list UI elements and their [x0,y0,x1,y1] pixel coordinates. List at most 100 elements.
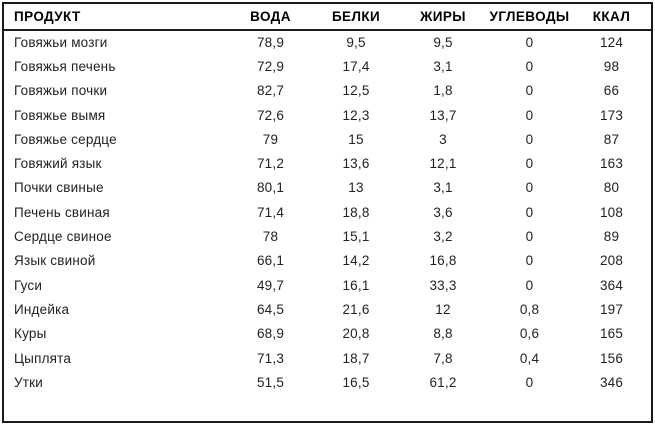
fat-cell: 9,5 [433,35,453,51]
kcal-cell: 66 [603,83,620,99]
fat-cell: 61,2 [429,374,457,390]
carbs-cell: 0 [525,156,534,172]
product-cell: Язык свиной [14,253,96,269]
carbs-cell: 0 [525,35,534,51]
table-row: Индейка 64,5 21,6 12 0,8 197 [4,297,651,321]
water-cell: 72,9 [256,58,285,74]
table-row: Цыплята 71,3 18,7 7,8 0,4 156 [4,346,651,370]
table-row: Утки 51,5 16,5 61,2 0 346 [4,370,651,394]
water-cell: 72,6 [256,107,285,123]
product-cell: Говяжьи мозги [14,35,108,51]
kcal-cell: 108 [599,204,624,220]
protein-cell: 12,5 [342,83,370,99]
kcal-cell: 208 [599,253,624,269]
carbs-cell: 0 [525,277,534,293]
fat-cell: 12 [435,301,451,317]
kcal-cell: 163 [599,156,624,172]
water-cell: 71,4 [256,204,285,220]
protein-cell: 16,5 [342,374,370,390]
carbs-cell: 0 [525,58,534,74]
carbs-cell: 0 [525,374,534,390]
fat-cell: 12,1 [429,156,457,172]
protein-cell: 18,7 [342,350,370,366]
water-cell: 66,1 [256,253,285,269]
kcal-cell: 346 [599,374,624,390]
column-header-water: ВОДА [250,9,291,24]
water-cell: 80,1 [256,180,285,196]
product-cell: Говяжьи почки [14,83,108,99]
water-cell: 82,7 [256,83,285,99]
protein-cell: 15 [348,131,364,147]
protein-cell: 12,3 [342,107,370,123]
fat-cell: 3,6 [433,204,453,220]
carbs-cell: 0 [525,253,534,269]
kcal-cell: 80 [603,180,620,196]
kcal-cell: 124 [599,35,624,51]
water-cell: 78 [262,229,279,245]
carbs-cell: 0 [525,229,534,245]
kcal-cell: 197 [599,301,624,317]
carbs-cell: 0 [525,204,534,220]
nutrition-table: ПРОДУКТ ВОДА БЕЛКИ ЖИРЫ УГЛЕВОДЫ ККАЛ Го… [4,4,651,416]
water-cell: 51,5 [256,374,285,390]
fat-cell: 8,8 [433,326,453,342]
kcal-cell: 165 [599,326,624,342]
column-header-kcal: ККАЛ [592,9,631,24]
product-cell: Говяжье сердце [14,131,117,147]
product-cell: Печень свиная [14,204,110,220]
product-cell: Гуси [14,277,43,293]
product-cell: Говяжья печень [14,58,116,74]
fat-cell: 3,1 [433,58,453,74]
carbs-cell: 0 [525,131,534,147]
protein-cell: 16,1 [342,277,370,293]
table-body: Говяжьи мозги 78,9 9,5 9,5 0 124 Говяжья… [4,30,651,416]
product-cell: Говяжий язык [14,156,102,172]
table-row: Говяжье сердце 79 15 3 0 87 [4,127,651,151]
water-cell: 68,9 [256,326,285,342]
carbs-cell: 0,6 [519,326,540,342]
carbs-cell: 0 [525,180,534,196]
table-row: Гуси 49,7 16,1 33,3 0 364 [4,273,651,297]
fat-cell: 13,7 [429,107,457,123]
product-cell: Говяжье вымя [14,107,106,123]
product-cell: Цыплята [14,350,72,366]
protein-cell: 18,8 [342,204,370,220]
protein-cell: 20,8 [342,326,370,342]
kcal-cell: 173 [599,107,624,123]
fat-cell: 3 [439,131,447,147]
table-bottom-spacer [4,394,651,416]
column-header-product: ПРОДУКТ [14,9,81,24]
fat-cell: 7,8 [433,350,453,366]
water-cell: 49,7 [256,277,285,293]
carbs-cell: 0,8 [519,301,540,317]
protein-cell: 13 [348,180,364,196]
water-cell: 78,9 [256,35,285,51]
table-row: Сердце свиное 78 15,1 3,2 0 89 [4,224,651,248]
table-row: Говяжьи мозги 78,9 9,5 9,5 0 124 [4,30,651,54]
table-row: Куры 68,9 20,8 8,8 0,6 165 [4,322,651,346]
carbs-cell: 0,4 [519,350,540,366]
product-cell: Утки [14,374,44,390]
protein-cell: 14,2 [342,253,370,269]
protein-cell: 15,1 [342,229,370,245]
carbs-cell: 0 [525,83,534,99]
column-header-protein: БЕЛКИ [331,9,381,24]
fat-cell: 3,1 [433,180,453,196]
table-row: Говяжий язык 71,2 13,6 12,1 0 163 [4,151,651,175]
table-header-row: ПРОДУКТ ВОДА БЕЛКИ ЖИРЫ УГЛЕВОДЫ ККАЛ [4,4,651,30]
water-cell: 64,5 [256,301,285,317]
product-cell: Сердце свиное [14,229,112,245]
fat-cell: 33,3 [429,277,457,293]
kcal-cell: 364 [599,277,624,293]
water-cell: 71,3 [256,350,285,366]
carbs-cell: 0 [525,107,534,123]
column-header-fat: ЖИРЫ [420,9,466,24]
kcal-cell: 98 [603,58,620,74]
water-cell: 79 [262,131,279,147]
fat-cell: 1,8 [433,83,453,99]
kcal-cell: 156 [599,350,624,366]
kcal-cell: 89 [603,229,620,245]
protein-cell: 13,6 [342,156,370,172]
table-row: Говяжьи почки 82,7 12,5 1,8 0 66 [4,79,651,103]
